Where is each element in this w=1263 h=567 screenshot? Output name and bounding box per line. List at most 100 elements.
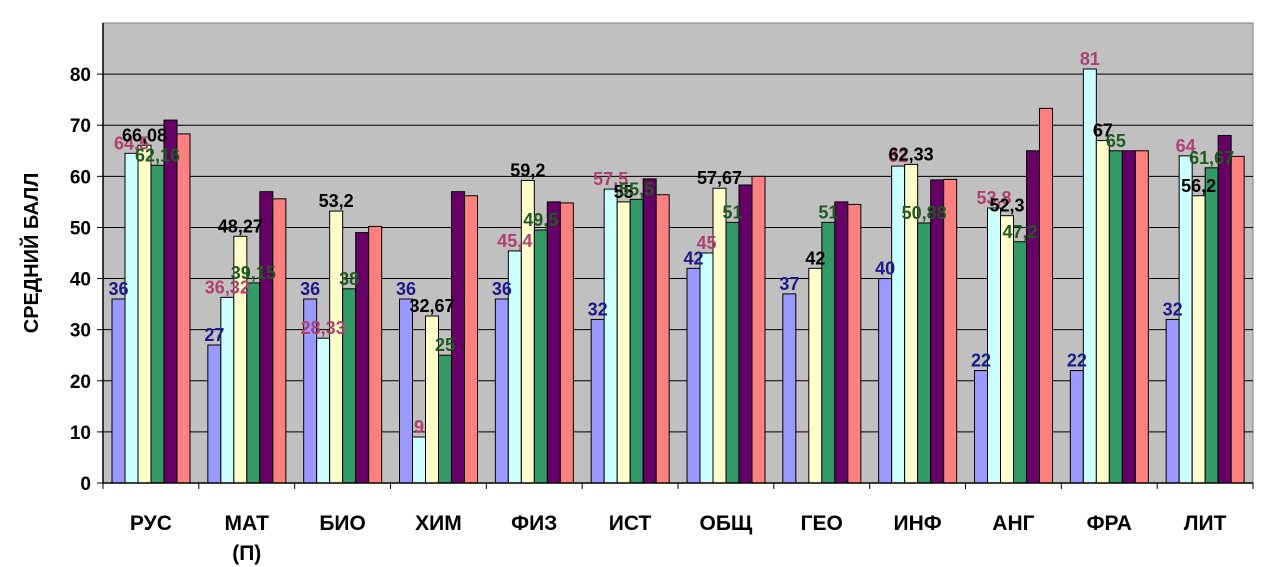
data-label: 81 <box>1080 49 1100 69</box>
bar <box>751 175 766 484</box>
x-tick-label: РУС <box>130 512 172 535</box>
data-label: 36,32 <box>205 277 250 297</box>
data-label: 45,4 <box>497 231 532 251</box>
plot-area <box>102 22 1254 484</box>
data-label: 59,2 <box>510 160 545 180</box>
bar <box>699 252 714 484</box>
bar <box>546 201 561 484</box>
x-tick-label: БИО <box>319 512 366 535</box>
bar <box>1191 195 1206 484</box>
data-label: 53,8 <box>976 188 1011 208</box>
data-label: 37 <box>779 274 799 294</box>
bar <box>329 210 344 484</box>
gridlines <box>103 73 1253 433</box>
x-tick-label: ГЕО <box>801 512 843 535</box>
x-tick-label: (П) <box>232 542 261 565</box>
bar <box>111 298 126 484</box>
y-axis-label: СРЕДНИЙ БАЛЛ <box>19 173 43 334</box>
data-label: 51 <box>818 202 838 222</box>
data-label: 53,2 <box>319 191 354 211</box>
data-label: 39,15 <box>231 263 276 283</box>
data-label: 45 <box>696 233 716 253</box>
data-label: 47,2 <box>1002 222 1037 242</box>
y-tick-label: 80 <box>70 65 91 86</box>
data-label: 22 <box>971 351 991 371</box>
x-tick-label: ЛИТ <box>1184 512 1227 535</box>
bar <box>987 207 1001 484</box>
data-label: 32,67 <box>409 296 454 316</box>
data-label: 67 <box>1093 121 1113 141</box>
bar <box>150 164 165 484</box>
bar <box>1095 140 1110 484</box>
x-tick-label: ФРА <box>1087 512 1132 535</box>
bar <box>533 229 548 484</box>
bar <box>847 203 862 484</box>
y-tick-label: 30 <box>70 321 91 342</box>
data-label: 56,2 <box>1181 176 1216 196</box>
data-label: 27 <box>204 325 224 345</box>
data-label: 57,67 <box>697 168 742 188</box>
data-label: 64 <box>1176 136 1196 156</box>
data-label: 40 <box>875 259 895 279</box>
bar <box>124 152 139 484</box>
data-label: 42 <box>683 248 703 268</box>
bar <box>438 354 452 484</box>
data-label: 32 <box>588 299 608 319</box>
bar <box>176 133 191 484</box>
bar <box>834 201 849 484</box>
bar <box>1108 150 1123 484</box>
bar <box>616 201 631 484</box>
bars <box>111 68 1245 484</box>
bar <box>1165 318 1180 484</box>
x-tick-labels: РУС МАТ (П) БИО ХИМ ФИЗ ИСТ ОБЩ ГЕО ИНФ АНГ ФРА ЛИТ <box>130 512 1227 565</box>
data-label: 25 <box>435 335 455 355</box>
bar <box>782 293 797 484</box>
bar <box>943 178 958 484</box>
y-tick-label: 20 <box>70 372 91 393</box>
x-tick-label: ИСТ <box>609 512 652 535</box>
bar <box>738 184 753 484</box>
data-label: 62,33 <box>889 144 934 164</box>
data-label: 55,5 <box>619 179 654 199</box>
data-label: 55 <box>614 182 634 202</box>
x-tick-label: ХИМ <box>415 512 462 535</box>
y-tick-label: 60 <box>70 167 91 188</box>
bar <box>808 267 823 484</box>
axes <box>97 23 1254 489</box>
bar <box>246 282 261 484</box>
bar <box>974 370 988 484</box>
y-tick-label: 50 <box>70 218 91 239</box>
bar <box>590 318 605 484</box>
bar <box>1069 370 1084 484</box>
data-label: 66,08 <box>122 125 167 145</box>
bar <box>642 178 657 484</box>
bar <box>163 119 178 484</box>
data-label: 22 <box>1067 351 1087 371</box>
bar <box>725 221 740 484</box>
bar <box>559 202 574 484</box>
data-label: 62,16 <box>135 145 180 165</box>
data-label: 62 <box>888 146 908 166</box>
bar <box>207 344 222 484</box>
y-tick-label: 0 <box>80 474 91 495</box>
x-tick-label: АНГ <box>992 512 1034 535</box>
data-label: 50,88 <box>902 203 947 223</box>
y-tick-label: 10 <box>70 423 91 444</box>
bar <box>1039 107 1053 484</box>
data-label: 38 <box>339 269 359 289</box>
data-label: 36 <box>492 279 512 299</box>
data-label: 49,5 <box>523 210 558 230</box>
bar <box>1204 167 1219 484</box>
bar <box>464 195 478 484</box>
bar <box>1217 134 1232 484</box>
bar <box>655 194 670 484</box>
data-label: 28,33 <box>301 318 346 338</box>
data-label: 52,3 <box>989 196 1024 216</box>
data-label: 51 <box>722 202 742 222</box>
x-tick-label: МАТ <box>225 512 270 535</box>
x-tick-label: ОБЩ <box>700 512 753 535</box>
bar <box>1026 150 1040 484</box>
data-label: 36 <box>108 279 128 299</box>
data-label: 32 <box>1163 299 1183 319</box>
